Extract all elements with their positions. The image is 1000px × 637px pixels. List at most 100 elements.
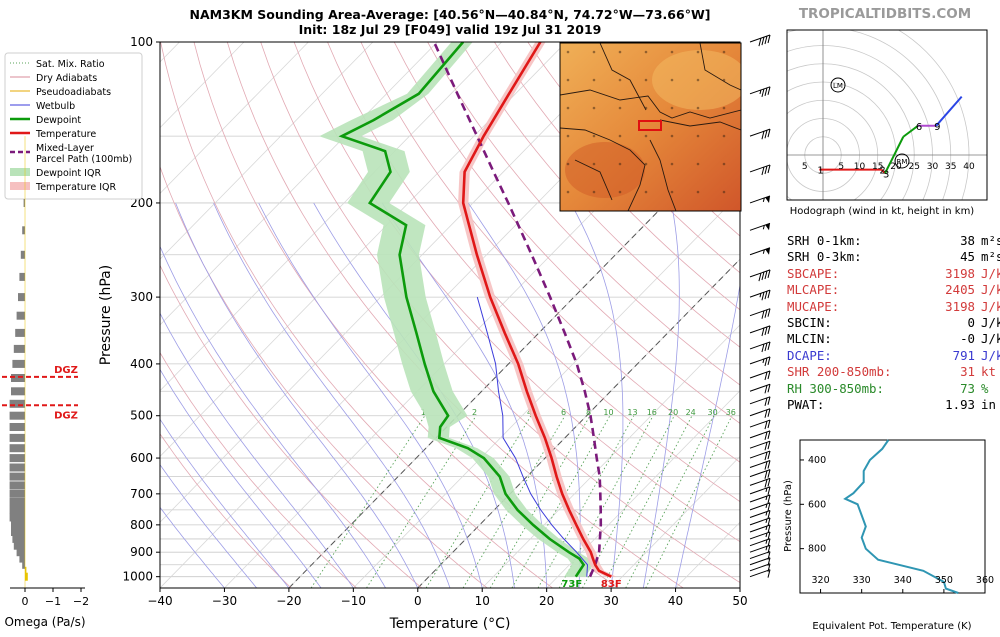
barb-feather — [767, 569, 771, 578]
stat-label: RH 300-850mb: — [787, 380, 884, 396]
barb-staff — [749, 383, 771, 392]
stat-value: 38 — [960, 233, 975, 248]
y-axis-label: Pressure (hPa) — [98, 265, 114, 365]
map-station-dot — [566, 78, 570, 82]
barb-staff — [749, 524, 771, 533]
barb-feather — [764, 342, 768, 352]
omega-bar — [9, 433, 25, 442]
barb-staff — [749, 430, 771, 439]
theta-e-plot: 320 330 340 350 360 400 600 800 Equivalent Pot.… — [783, 439, 994, 632]
isotherm — [160, 42, 309, 195]
legend-label: Dewpoint IQR — [36, 168, 101, 179]
stat-row-mucape: MUCAPE: 3198 J/kg — [787, 299, 1000, 315]
map-station-dot — [670, 190, 674, 194]
barb-feather — [767, 419, 771, 429]
barb-staff — [749, 557, 771, 566]
theta-e-ytick-label: 400 — [808, 455, 826, 466]
isotherm — [160, 42, 503, 392]
stat-label: SHR 200-850mb: — [787, 364, 892, 380]
barb-half-feather — [765, 532, 768, 538]
mixing-ratio-label: 10 — [603, 408, 613, 417]
dry-adiabat — [327, 42, 740, 503]
barb-staff — [749, 502, 771, 511]
y-tick-label: 600 — [130, 451, 153, 465]
mixing-ratio-label: 20 — [668, 408, 678, 417]
site-brand[interactable]: TROPICALTIDBITS.COM — [799, 6, 971, 22]
omega-tick-label: 0 — [22, 595, 29, 608]
stat-label: MLCIN: — [787, 331, 832, 347]
barb-feather — [767, 129, 771, 138]
barb-half-feather — [765, 487, 768, 493]
barb-feather — [764, 385, 768, 394]
barb-feather — [761, 310, 765, 319]
hodo-height-label: 9 — [934, 122, 940, 133]
barb-feather — [764, 326, 768, 336]
dry-adiabat — [160, 433, 292, 588]
wind-barb — [749, 164, 771, 176]
x-tick-label: 20 — [539, 594, 554, 608]
barb-feather — [767, 396, 771, 405]
omega-xlabel: Omega (Pa/s) — [4, 615, 85, 629]
omega-bar — [9, 481, 25, 490]
map-station-dot — [696, 50, 700, 54]
hodo-height-label: 6 — [916, 122, 922, 133]
barb-feather — [767, 86, 771, 95]
map-station-dot — [592, 106, 596, 110]
omega-bar — [20, 250, 25, 259]
stat-unit: m²s⁻² — [981, 249, 1000, 265]
barb-staff — [749, 531, 771, 540]
dry-adiabat — [527, 42, 740, 274]
mixing-ratio-line — [645, 415, 733, 588]
moist-adiabat — [213, 202, 451, 588]
theta-e-xtick-label: 360 — [976, 575, 994, 586]
isotherm — [353, 192, 740, 588]
hodo-range-label: 20 — [890, 162, 902, 172]
mixing-ratio-label: 30 — [708, 408, 718, 417]
barb-feather — [764, 451, 768, 461]
barb-feather — [767, 384, 771, 393]
barb-staff — [749, 563, 771, 572]
barb-feather — [764, 291, 768, 300]
barb-feather — [761, 271, 765, 281]
barb-feather — [767, 408, 771, 417]
hodo-trace — [902, 125, 919, 138]
wind-barb — [749, 289, 771, 301]
barb-staff — [749, 510, 771, 518]
barb-staff — [749, 356, 771, 365]
omega-bar — [9, 472, 25, 481]
barb-feather — [767, 341, 771, 351]
hodo-height-label: 3 — [883, 169, 889, 180]
barb-feather — [761, 292, 765, 301]
legend-label: Temperature IQR — [35, 182, 116, 193]
barb-staff — [749, 419, 771, 428]
mixing-ratio-label: 8 — [586, 408, 591, 417]
map-station-dot — [722, 106, 726, 110]
hodograph: 1 23 6 9 5 10 15 20 25 30 35 40 5 LM RM Hodograph (wi… — [786, 29, 988, 217]
wind-barb — [749, 477, 771, 488]
dgz-label: DGZ — [54, 365, 78, 376]
barb-half-feather — [765, 518, 768, 524]
wind-barb — [749, 524, 771, 534]
stat-unit: J/kg — [981, 315, 1000, 331]
omega-bar — [12, 534, 25, 543]
barb-half-feather — [765, 503, 768, 509]
mixing-ratio-label: 24 — [686, 408, 696, 417]
omega-bar — [9, 423, 25, 431]
surface-temperature-label: 83F — [601, 579, 622, 590]
barb-staff — [749, 469, 771, 478]
theta-e-xlabel: Equivalent Pot. Temperature (K) — [812, 621, 971, 632]
dry-adiabat — [393, 42, 740, 424]
map-station-dot — [670, 134, 674, 138]
barb-staff — [749, 494, 771, 503]
barb-staff — [749, 460, 771, 469]
x-tick-label: 10 — [475, 594, 490, 608]
stat-value: 0 — [967, 315, 975, 331]
omega-tick-label: −2 — [73, 595, 89, 608]
mixing-ratio-label: 6 — [561, 408, 566, 417]
legend-label: Dry Adiabats — [36, 73, 97, 84]
omega-bar — [13, 541, 25, 550]
barb-feather — [767, 308, 771, 317]
y-tick-label: 800 — [130, 518, 153, 532]
wind-barb — [749, 510, 771, 519]
stat-label: MUCAPE: — [787, 298, 840, 314]
